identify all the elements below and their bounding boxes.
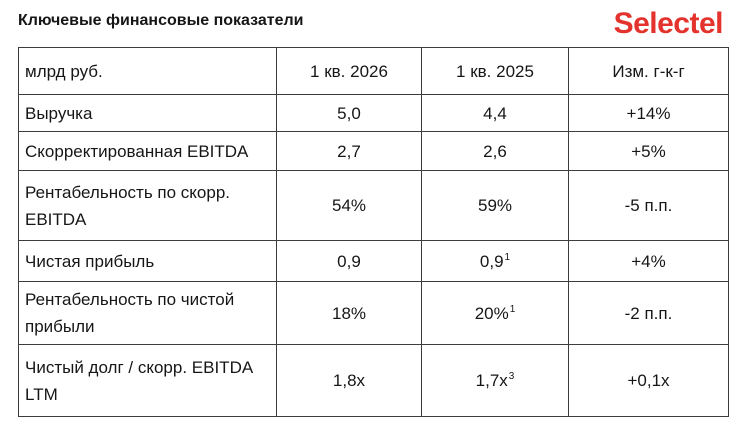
table-row-ebitda-margin: Рентабельность по скорр. EBITDA 54% 59% … (18, 170, 729, 241)
value-cell-yoy: +14% (568, 94, 729, 132)
financial-table: млрд руб. 1 кв. 2026 1 кв. 2025 Изм. г-к… (18, 47, 729, 417)
cell-value: 54% (331, 196, 367, 215)
row-label-line: Рентабельность по чистой (25, 290, 235, 309)
cell-value: 5,0 (337, 103, 361, 123)
header-cell-yoy-change: Изм. г-к-г (568, 47, 729, 95)
value-cell-q1-2025: 2,6 (421, 131, 569, 171)
value-cell-q1-2026: 18% (276, 281, 422, 345)
cell-value: 18% (331, 303, 367, 323)
footnote-marker: 1 (509, 303, 516, 315)
value-cell-q1-2026: 5,0 (276, 94, 422, 132)
cell-value: 59% (477, 196, 513, 215)
cell-value: 2,7 (337, 141, 361, 161)
value-cell-q1-2026: 2,7 (276, 131, 422, 171)
header-cell-unit: млрд руб. (18, 47, 277, 95)
cell-value: -2 п.п. (624, 303, 673, 323)
value-cell-yoy: -2 п.п. (568, 281, 729, 345)
cell-value: +14% (626, 103, 671, 123)
page-title: Ключевые финансовые показатели (18, 12, 304, 29)
row-label: Выручка (18, 94, 277, 132)
cell-value: +5% (631, 141, 666, 161)
footnote-marker: 1 (504, 251, 511, 263)
value-cell-q1-2025: 0,91 (421, 240, 569, 282)
value-cell-yoy: +4% (568, 240, 729, 282)
table-row-net-debt-ratio: Чистый долг / скорр. EBITDA LTM 1,8x 1,7… (18, 344, 729, 417)
value-cell-yoy: -5 п.п. (568, 170, 729, 241)
row-label: Рентабельность по скорр. EBITDA (18, 170, 277, 241)
cell-value: -5 п.п. (624, 196, 673, 215)
value-cell-q1-2026: 0,9 (276, 240, 422, 282)
row-label-line: Чистая прибыль (25, 251, 155, 271)
table-row-revenue: Выручка 5,0 4,4 +14% (18, 94, 729, 132)
header-cell-q1-2026: 1 кв. 2026 (276, 47, 422, 95)
row-label-line: Чистый долг / скорр. EBITDA (25, 357, 254, 377)
row-label-line: Выручка (25, 103, 93, 123)
header-cell-q1-2025: 1 кв. 2025 (421, 47, 569, 95)
table-row-net-income: Чистая прибыль 0,9 0,91 +4% (18, 240, 729, 282)
value-cell-q1-2025: 59% (421, 170, 569, 241)
value-cell-yoy: +0,1x (568, 344, 729, 417)
row-label: Чистый долг / скорр. EBITDA LTM (18, 344, 277, 417)
row-label: Скорректированная EBITDA (18, 131, 277, 171)
value-cell-q1-2025: 20%1 (421, 281, 569, 345)
footnote-marker: 3 (508, 371, 515, 382)
row-label: Рентабельность по чистой прибыли (18, 281, 277, 345)
cell-value: +4% (631, 251, 666, 271)
cell-value: 1,7x (475, 371, 508, 390)
cell-value: 0,9 (479, 251, 504, 271)
row-label-line: EBITDA (25, 209, 87, 229)
value-cell-q1-2025: 4,4 (421, 94, 569, 132)
row-label-line: Скорректированная EBITDA (25, 141, 249, 161)
row-label: Чистая прибыль (18, 240, 277, 282)
cell-value: 0,9 (337, 251, 361, 271)
row-label-line: Рентабельность по скорр. (25, 182, 231, 202)
table-row-net-margin: Рентабельность по чистой прибыли 18% 20%… (18, 281, 729, 345)
table-row-adjusted-ebitda: Скорректированная EBITDA 2,7 2,6 +5% (18, 131, 729, 171)
table-header-row: млрд руб. 1 кв. 2026 1 кв. 2025 Изм. г-к… (18, 47, 729, 95)
cell-value: 4,4 (483, 103, 507, 123)
row-label-line: прибыли (25, 317, 95, 336)
value-cell-q1-2026: 54% (276, 170, 422, 241)
cell-value: 2,6 (483, 141, 507, 161)
row-label-line: LTM (25, 384, 58, 404)
cell-value: 20% (474, 303, 509, 323)
value-cell-q1-2026: 1,8x (276, 344, 422, 417)
value-cell-q1-2025: 1,7x3 (421, 344, 569, 417)
selectel-logo: Selectel (613, 7, 724, 40)
value-cell-yoy: +5% (568, 131, 729, 171)
cell-value: 1,8x (332, 371, 366, 390)
cell-value: +0,1x (627, 371, 670, 390)
